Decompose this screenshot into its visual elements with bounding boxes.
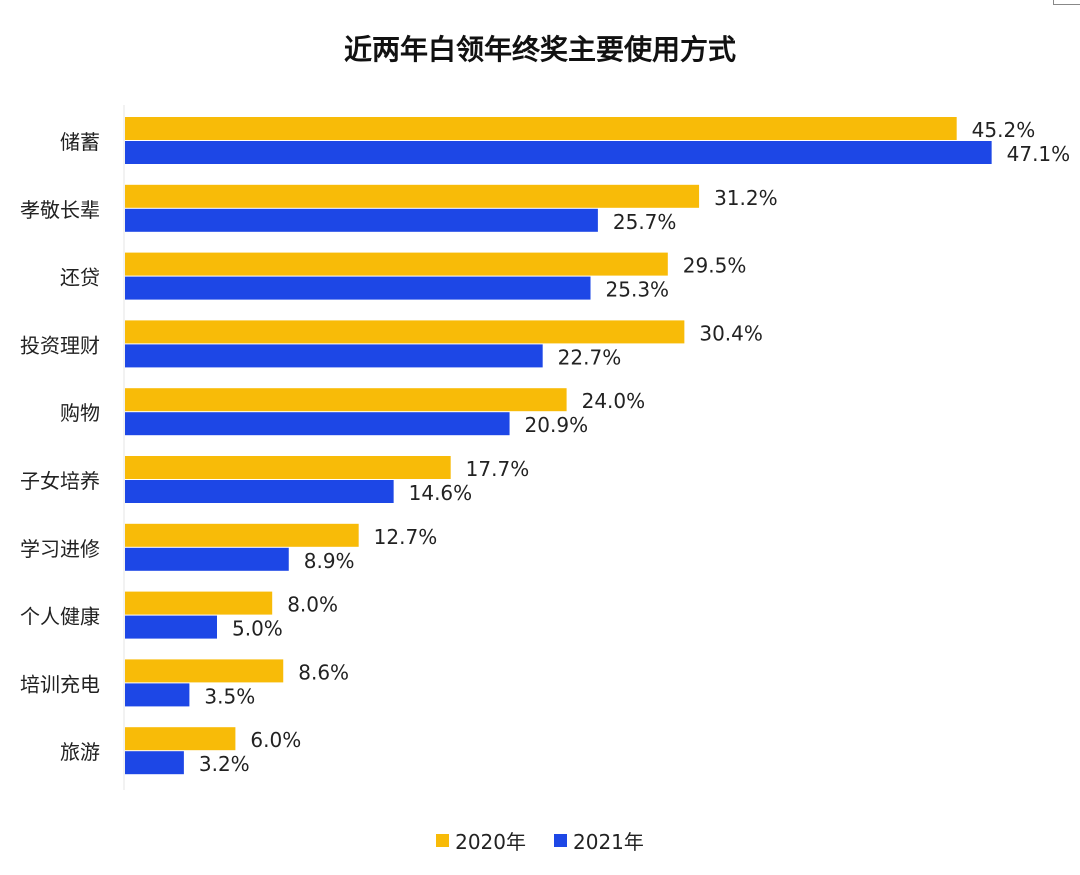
bar-2021年	[125, 751, 184, 775]
bar-2021年	[125, 547, 289, 571]
category-label: 培训充电	[20, 672, 100, 696]
data-label: 8.6%	[298, 660, 349, 684]
category-label: 购物	[60, 401, 100, 425]
data-label: 8.9%	[304, 549, 355, 573]
bar-2021年	[125, 208, 598, 232]
bar-2020年	[125, 320, 685, 344]
bar-2020年	[125, 591, 273, 615]
data-label: 14.6%	[409, 481, 473, 505]
bar-2021年	[125, 344, 543, 368]
bar-2021年	[125, 615, 217, 639]
data-label: 20.9%	[525, 413, 589, 437]
legend-label-2021: 2021年	[573, 830, 644, 854]
data-label: 45.2%	[972, 118, 1036, 142]
category-label: 孝敬长辈	[20, 198, 100, 222]
category-label: 投资理财	[20, 333, 100, 357]
bar-2020年	[125, 523, 359, 547]
data-label: 17.7%	[466, 457, 530, 481]
category-label: 学习进修	[20, 537, 100, 561]
data-label: 47.1%	[1007, 142, 1071, 166]
category-label: 旅游	[60, 740, 100, 764]
category-label: 个人健康	[20, 605, 100, 629]
legend-swatch-2020	[436, 834, 450, 847]
bar-2021年	[125, 683, 190, 707]
bar-2021年	[125, 141, 992, 164]
legend-label-2020: 2020年	[455, 830, 526, 854]
legend-item-2020: 2020年	[436, 826, 526, 855]
category-label: 还贷	[60, 266, 100, 290]
category-label: 储蓄	[60, 130, 100, 154]
data-label: 29.5%	[683, 254, 747, 278]
bar-2021年	[125, 412, 510, 436]
data-label: 24.0%	[582, 389, 646, 413]
chart-title: 近两年白领年终奖主要使用方式	[343, 33, 736, 66]
bar-2020年	[125, 727, 236, 751]
bar-2020年	[125, 456, 451, 479]
bar-2020年	[125, 388, 567, 412]
bar-2020年	[125, 659, 284, 683]
bar-2020年	[125, 117, 957, 140]
bar-2021年	[125, 276, 591, 300]
data-label: 3.5%	[204, 684, 255, 708]
bar-2020年	[125, 252, 668, 276]
bar-2020年	[125, 184, 700, 208]
data-label: 25.3%	[606, 278, 670, 302]
data-label: 8.0%	[287, 593, 338, 617]
legend-swatch-2021	[554, 834, 567, 847]
legend-item-2021: 2021年	[554, 826, 644, 855]
data-label: 31.2%	[714, 186, 778, 210]
data-label: 3.2%	[199, 752, 250, 776]
data-label: 25.7%	[613, 210, 677, 234]
data-label: 22.7%	[558, 345, 622, 369]
data-label: 6.0%	[250, 728, 301, 752]
data-label: 30.4%	[699, 321, 763, 345]
legend: 2020年 2021年	[0, 826, 1080, 855]
data-label: 12.7%	[374, 525, 438, 549]
data-label: 5.0%	[232, 617, 283, 641]
window-corner-decoration	[1053, 0, 1080, 5]
category-label: 子女培养	[20, 469, 100, 493]
bar-2021年	[125, 480, 394, 503]
